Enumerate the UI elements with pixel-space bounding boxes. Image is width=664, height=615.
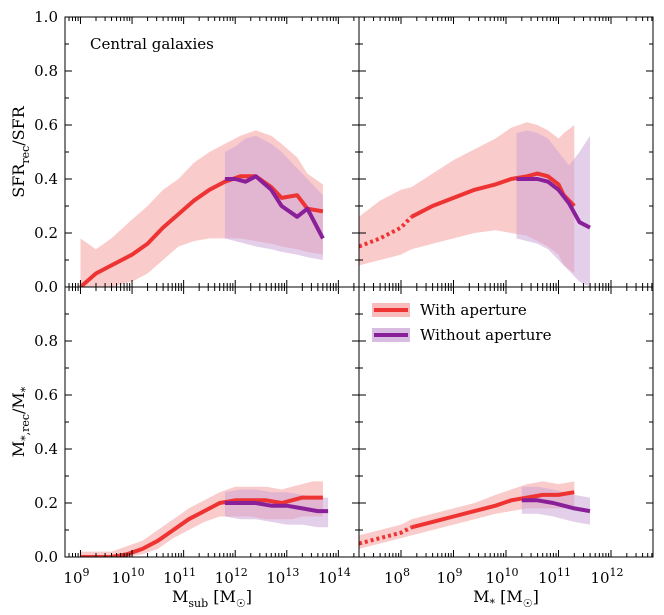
panel-bottom-left: [80, 481, 329, 557]
y-tick-label: 0.0: [34, 548, 58, 566]
annotation-text: Central galaxies: [90, 35, 214, 53]
series-line-without-top-right: [516, 177, 591, 230]
x-tick-label: 1010: [112, 566, 145, 587]
y-tick-label: 0.8: [34, 62, 58, 80]
series-line-without-top-left: [224, 174, 325, 240]
y-tick-label: 0.2: [34, 494, 58, 512]
legend-label-with: With aperture: [420, 301, 527, 319]
legend-label-without: Without aperture: [420, 326, 552, 344]
y-tick-label: 0.6: [34, 386, 58, 404]
panel-frames: [64, 16, 654, 558]
series-line-without-bottom-left: [224, 501, 329, 514]
x-tick-label: 108: [384, 566, 410, 587]
band-without-top-right: [516, 130, 590, 287]
series-line-with-bottom-right: [411, 490, 575, 530]
series-line-dotted-with-bottom-right: [359, 525, 413, 546]
y-tick-label: 1.0: [34, 8, 58, 26]
panel-bottom-right: [359, 481, 591, 549]
x-tick-label: 109: [436, 566, 462, 587]
x-tick-label: 1011: [163, 566, 196, 587]
y-tick-label: 0.8: [34, 332, 58, 350]
axes-text: 0.0 0.2 0.4 0.6 0.8 1.0 0.0 0.2 0.4 0.6 0.8 109 1010…: [9, 8, 624, 610]
x-tick-label: 1010: [485, 566, 518, 587]
panel-top-right: [359, 122, 591, 287]
x-tick-label: 1011: [538, 566, 571, 587]
series-line-without-bottom-right: [521, 498, 591, 514]
y-tick-label: 0.2: [34, 224, 58, 242]
y-tick-label: 0.4: [34, 170, 58, 188]
x-tick-label: 1012: [590, 566, 623, 587]
y-axis-label-bottom: M*,rec/M*: [9, 386, 32, 457]
x-axis-label-right: M* [M☉]: [473, 587, 539, 610]
band-without-top-left: [224, 135, 323, 260]
x-tick-label: 1013: [266, 566, 299, 587]
x-tick-label: 1014: [318, 566, 351, 587]
y-tick-label: 0.6: [34, 116, 58, 134]
series-line-with-top-left: [79, 174, 324, 287]
legend: With aperture Without aperture: [372, 301, 552, 344]
x-tick-label: 109: [63, 566, 89, 587]
x-axis-label-left: Msub [M☉]: [172, 587, 252, 610]
panel-top-left: [79, 130, 325, 287]
y-tick-label: 0.0: [34, 278, 58, 296]
y-axis-label-top: SFRrec/SFR: [9, 105, 32, 198]
y-tick-label: 0.4: [34, 440, 58, 458]
x-tick-label: 1012: [215, 566, 248, 587]
